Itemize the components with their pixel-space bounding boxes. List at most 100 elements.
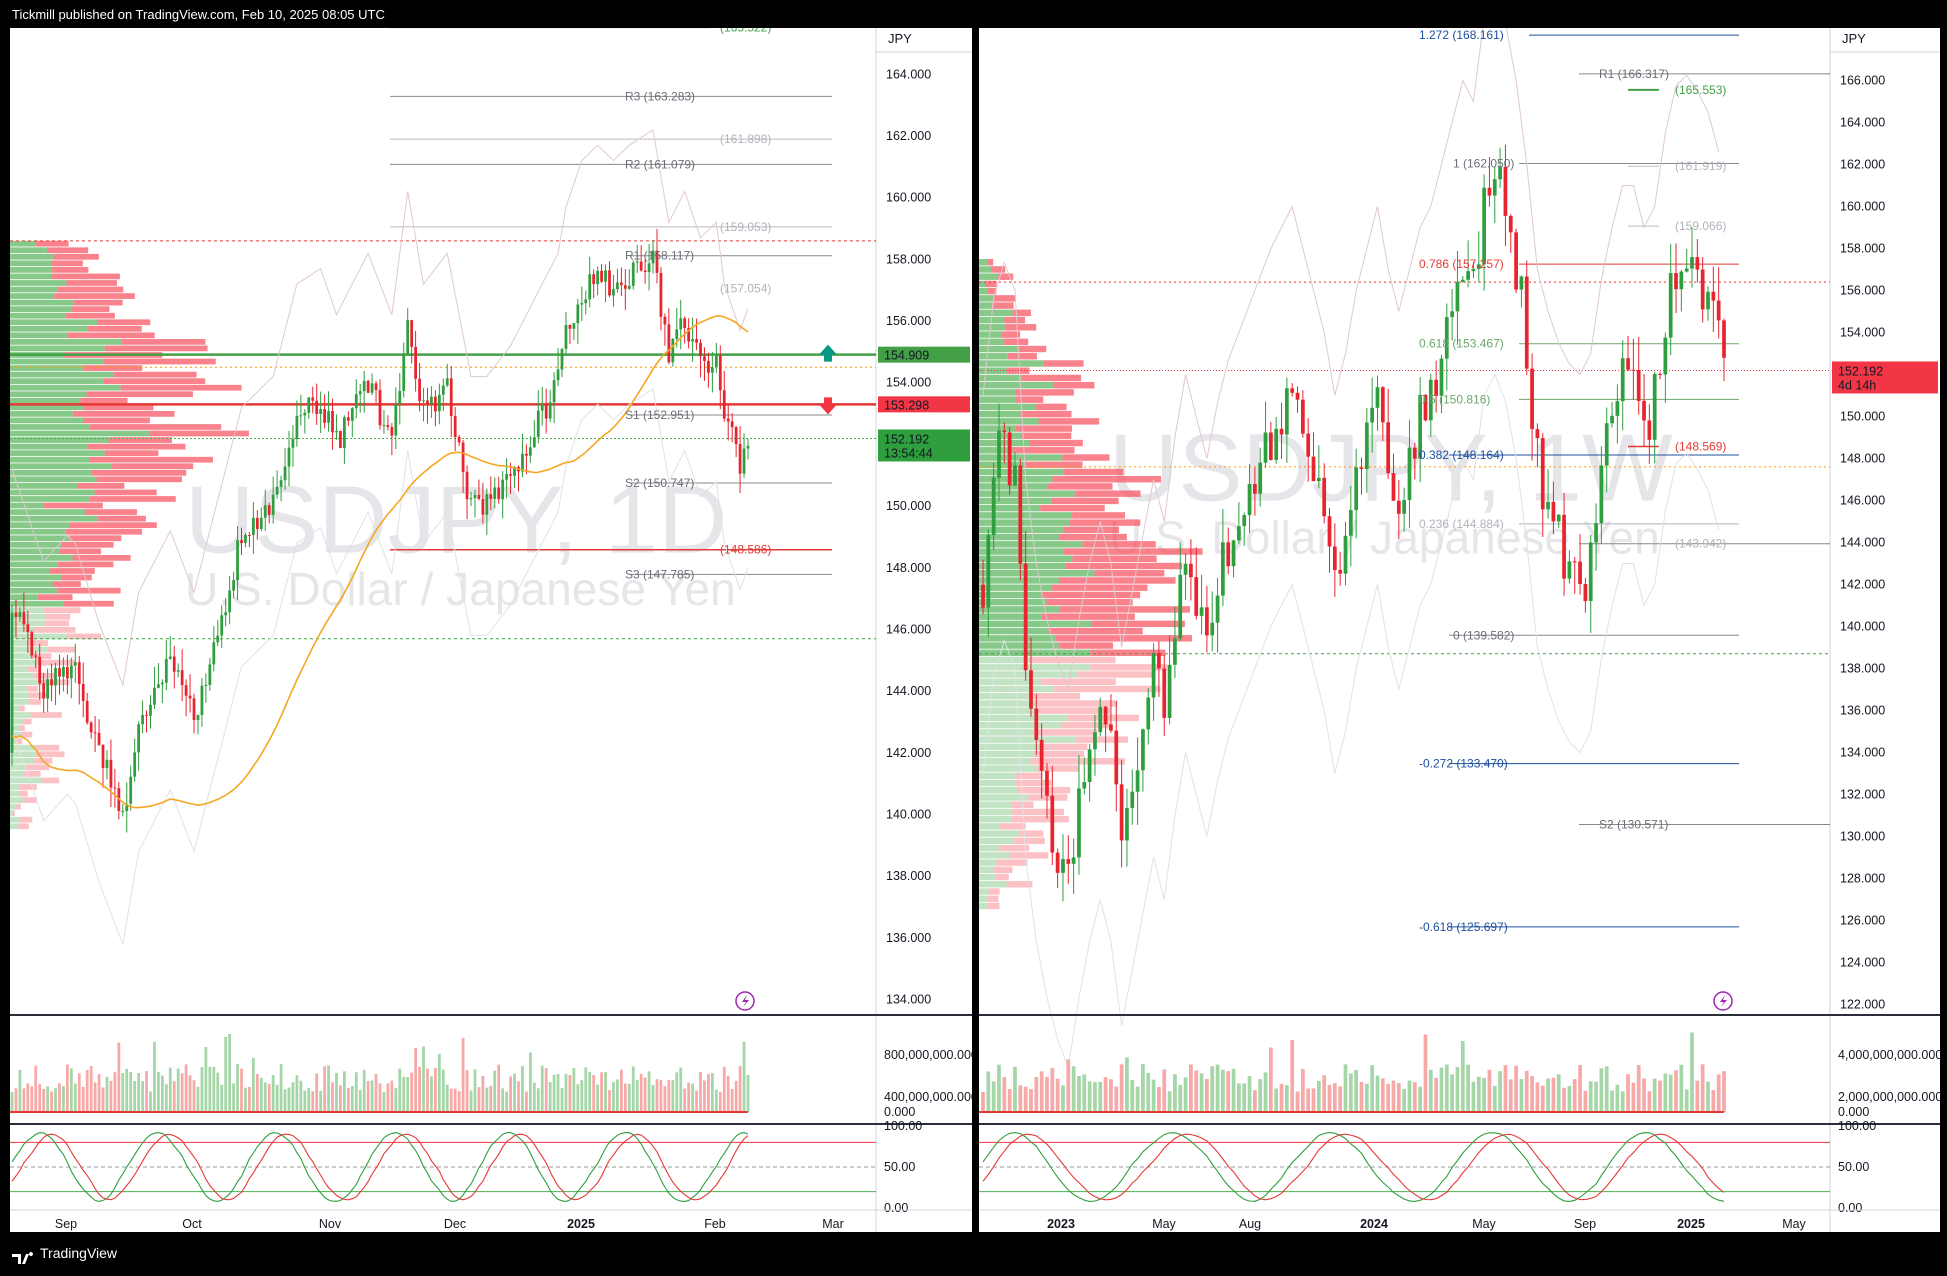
volume-bar: [1284, 1085, 1289, 1112]
candle-body: [279, 480, 283, 487]
candle-body: [521, 453, 524, 472]
volume-bar: [1556, 1074, 1561, 1112]
candle-body: [1205, 607, 1209, 636]
volume-profile-buy-bar: [979, 295, 995, 302]
candle-body: [1364, 422, 1369, 470]
volume-profile-buy-bar: [10, 757, 34, 764]
volume-profile-buy-bar: [979, 707, 1035, 714]
candle-body: [497, 487, 501, 500]
volume-profile-sell-bar: [1029, 439, 1083, 447]
pivot-label: R3 (163.283): [625, 89, 695, 103]
candle-body: [1551, 501, 1556, 522]
volume-profile-buy-bar: [979, 779, 1016, 787]
volume-profile-sell-bar: [112, 463, 194, 470]
volume-bar: [1386, 1083, 1391, 1112]
volume-bar: [1418, 1086, 1423, 1112]
volume-bar: [93, 1082, 97, 1112]
candle-body: [1514, 232, 1518, 290]
volume-bar: [556, 1073, 560, 1112]
price-tick-label: 132.000: [1840, 788, 1885, 802]
candle-body: [212, 642, 216, 665]
time-tick-label: 2025: [567, 1217, 595, 1231]
candle-body: [1535, 429, 1540, 439]
last-price-tag-box: [878, 429, 970, 462]
volume-profile-buy-bar: [979, 866, 994, 874]
candle-body: [319, 409, 323, 415]
candle-body: [1599, 465, 1604, 524]
volume-bar: [1604, 1066, 1609, 1112]
daily-chart-svg[interactable]: JPY USDJPY, 1DU.S. Dollar / Japanese Yen 1…: [10, 28, 972, 1232]
volume-profile-sell-bar: [1015, 772, 1043, 779]
volume-profile-buy-bar: [10, 679, 40, 686]
candle-body: [1423, 394, 1428, 421]
candle-body: [1375, 387, 1380, 408]
volume-bar: [635, 1079, 639, 1112]
volume-profile-sell-bar: [1020, 410, 1072, 418]
volume-profile-sell-bar: [57, 286, 124, 293]
candle-body: [445, 378, 449, 386]
volume-bar: [1316, 1081, 1321, 1112]
candle-body: [1386, 422, 1391, 474]
fib-label: 0.5 (150.816): [1419, 392, 1490, 406]
candle-body: [275, 486, 279, 495]
candle-body: [382, 425, 386, 427]
volume-profile-buy-bar: [979, 729, 1033, 736]
time-tick-label: 2025: [1677, 1217, 1705, 1231]
candle-body: [1093, 732, 1097, 750]
volume-bar: [1226, 1071, 1231, 1112]
volume-profile-buy-bar: [10, 535, 70, 542]
volume-profile-sell-bar: [89, 496, 176, 502]
candle-body: [600, 270, 603, 282]
candle-body: [1460, 279, 1465, 282]
volume-profile-buy-bar: [979, 302, 993, 309]
volume-profile-sell-bar: [49, 568, 95, 574]
candle-body: [1407, 447, 1412, 500]
candle-body: [1130, 791, 1135, 808]
candle-body: [1370, 407, 1375, 423]
volume-bar: [1007, 1089, 1012, 1112]
volume-bar: [1013, 1066, 1017, 1112]
volume-profile-sell-bar: [52, 581, 81, 587]
volume-profile-sell-bar: [56, 587, 121, 594]
candle-body: [437, 394, 441, 412]
volume-bar: [97, 1074, 101, 1112]
volume-profile-buy-bar: [10, 699, 29, 705]
candle-body: [477, 494, 481, 499]
volume-profile-buy-bar: [10, 522, 69, 529]
volume-profile-sell-bar: [37, 594, 73, 601]
candle-body: [1636, 369, 1641, 401]
volume-profile-buy-bar: [10, 502, 44, 509]
volume-profile-buy-bar: [10, 823, 19, 830]
pivot-label: S3 (147.785): [625, 567, 694, 581]
volume-profile-sell-bar: [19, 784, 37, 790]
volume-bar: [1706, 1081, 1710, 1112]
volume-bar: [651, 1085, 655, 1112]
volume-profile-sell-bar: [1017, 787, 1071, 794]
price-tick-label: 156.000: [1840, 284, 1885, 298]
volume-profile-buy-bar: [979, 504, 1041, 512]
volume-profile-buy-bar: [979, 324, 1005, 331]
daily-chart-panel[interactable]: JPY USDJPY, 1D U.S. Dollar / Japanese Yen 1…: [10, 28, 972, 1232]
volume-profile-sell-bar: [97, 515, 146, 522]
candle-body: [1066, 859, 1071, 864]
pivot-label: (161.919): [1675, 159, 1726, 173]
candle-body: [441, 385, 445, 395]
weekly-chart-panel[interactable]: JPY USDJPY, 1W U.S. Dollar / Japanese Yen 1…: [979, 28, 1940, 1232]
volume-profile-buy-bar: [979, 902, 988, 910]
volume-bar: [1519, 1079, 1524, 1112]
volume-profile-sell-bar: [1015, 779, 1052, 787]
volume-bar: [26, 1083, 30, 1112]
volume-profile-buy-bar: [979, 309, 1013, 317]
candle-body: [1194, 577, 1199, 616]
candle-body: [394, 404, 398, 436]
candle-body: [287, 447, 291, 467]
volume-profile-sell-bar: [86, 391, 193, 398]
candle-body: [200, 685, 204, 715]
volume-profile-buy-bar: [979, 664, 1091, 671]
candle-body: [1439, 358, 1444, 396]
volume-bar: [1162, 1069, 1167, 1112]
weekly-chart-svg[interactable]: JPY USDJPY, 1WU.S. Dollar / Japanese Yen 1…: [979, 28, 1940, 1232]
volume-bar: [228, 1033, 232, 1112]
candle-body: [66, 666, 69, 679]
oscillator-k-line: [982, 1132, 1725, 1202]
